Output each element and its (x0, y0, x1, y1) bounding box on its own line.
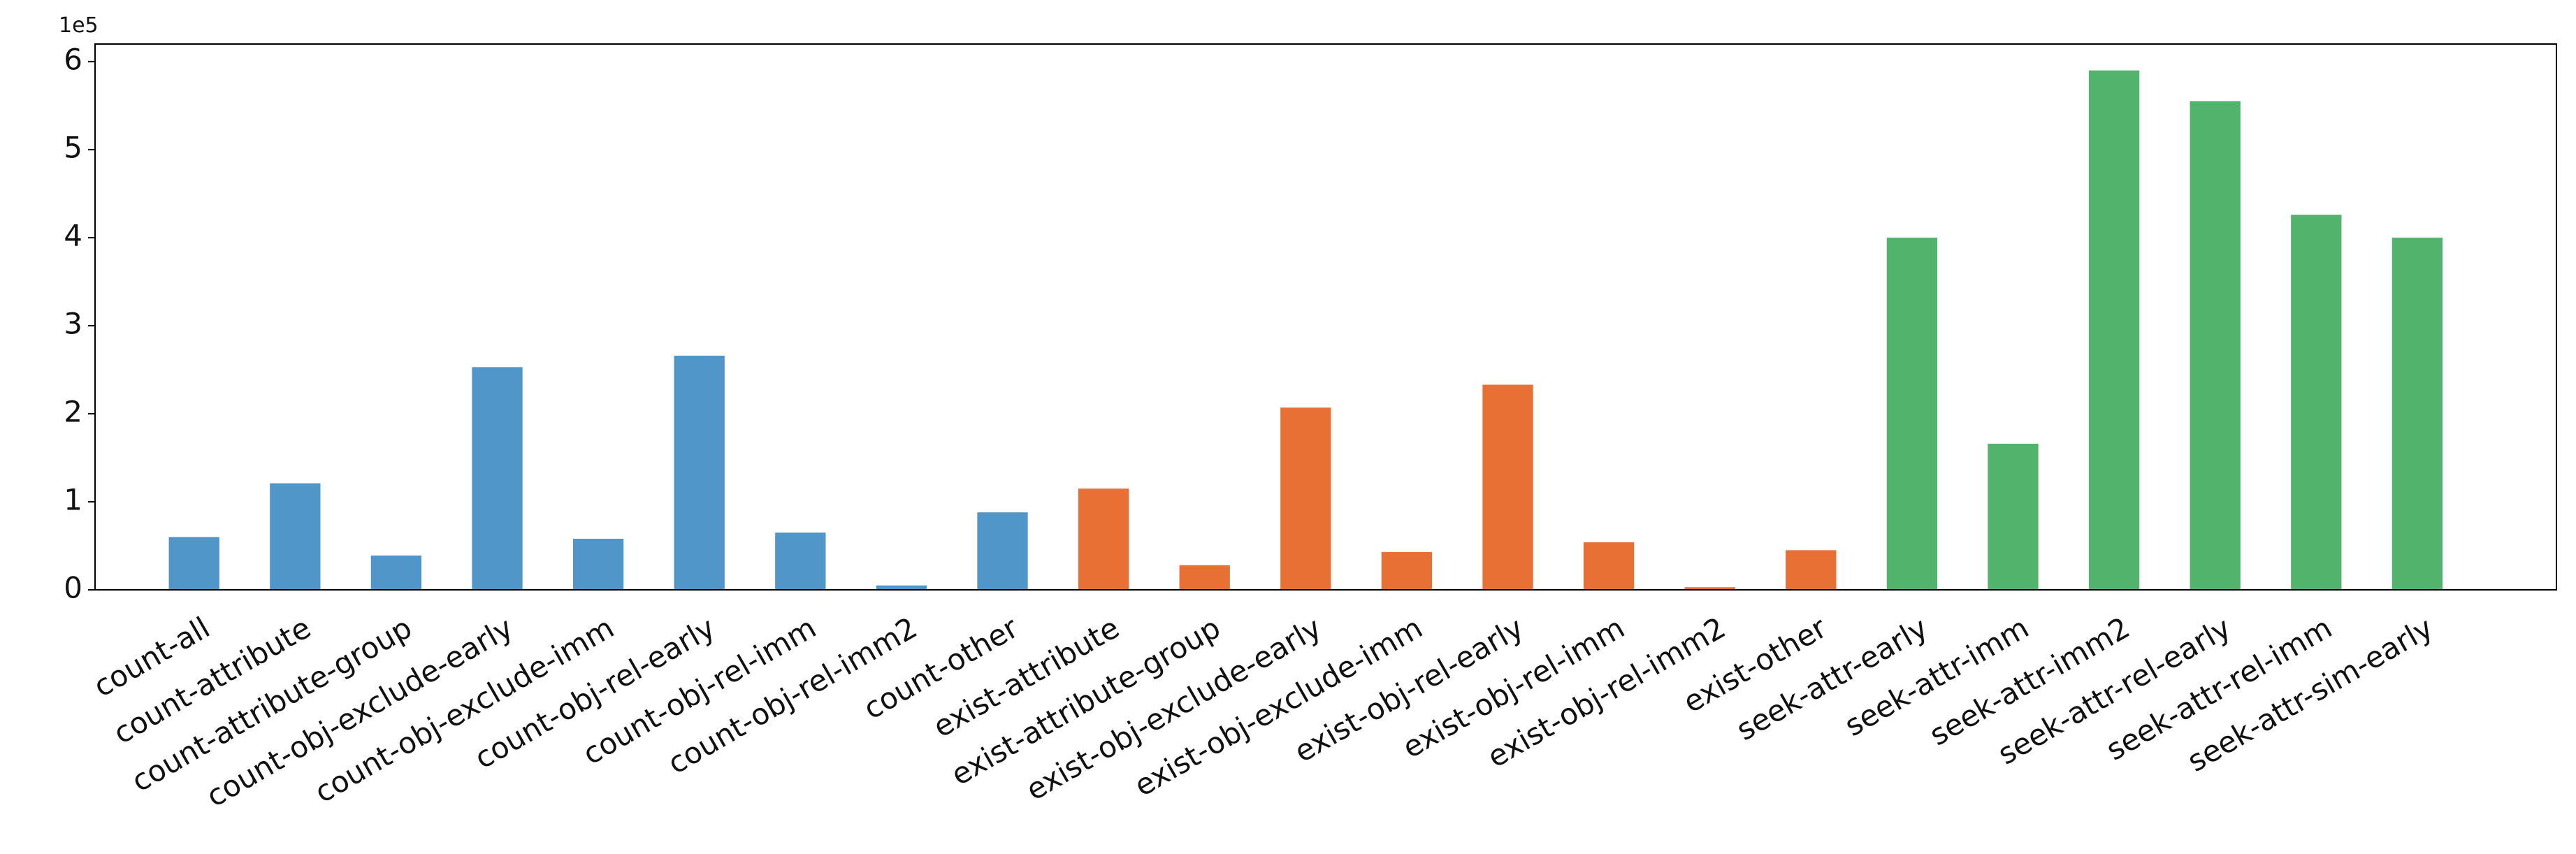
bar (1179, 565, 1230, 590)
y-tick-label: 1 (64, 483, 82, 517)
bar (1684, 587, 1735, 590)
bar (472, 367, 523, 590)
bar (168, 537, 219, 590)
y-tick-label: 4 (64, 219, 82, 253)
bar (1280, 407, 1331, 590)
bar (876, 585, 927, 590)
bar (270, 483, 321, 590)
bar (1381, 551, 1433, 590)
bar (1583, 542, 1635, 590)
bar (1988, 443, 2039, 590)
y-tick-label: 5 (64, 131, 82, 165)
bar (572, 538, 624, 590)
bar (2291, 215, 2342, 590)
bar (2392, 238, 2443, 590)
bar (977, 512, 1028, 590)
plot-frame (94, 43, 2557, 591)
bar (674, 355, 725, 590)
bar (2190, 101, 2241, 590)
bar (1886, 238, 1938, 590)
bar (2088, 70, 2140, 590)
y-tick-label: 2 (64, 395, 82, 429)
y-tick-label: 6 (64, 43, 82, 77)
y-tick-label: 3 (64, 307, 82, 341)
bar (1786, 550, 1837, 590)
bar (370, 555, 422, 590)
offset-label: 1e5 (59, 13, 99, 38)
bar (1078, 488, 1129, 590)
y-tick-label: 0 (64, 571, 82, 605)
bar (1482, 384, 1533, 590)
bar (775, 533, 826, 590)
